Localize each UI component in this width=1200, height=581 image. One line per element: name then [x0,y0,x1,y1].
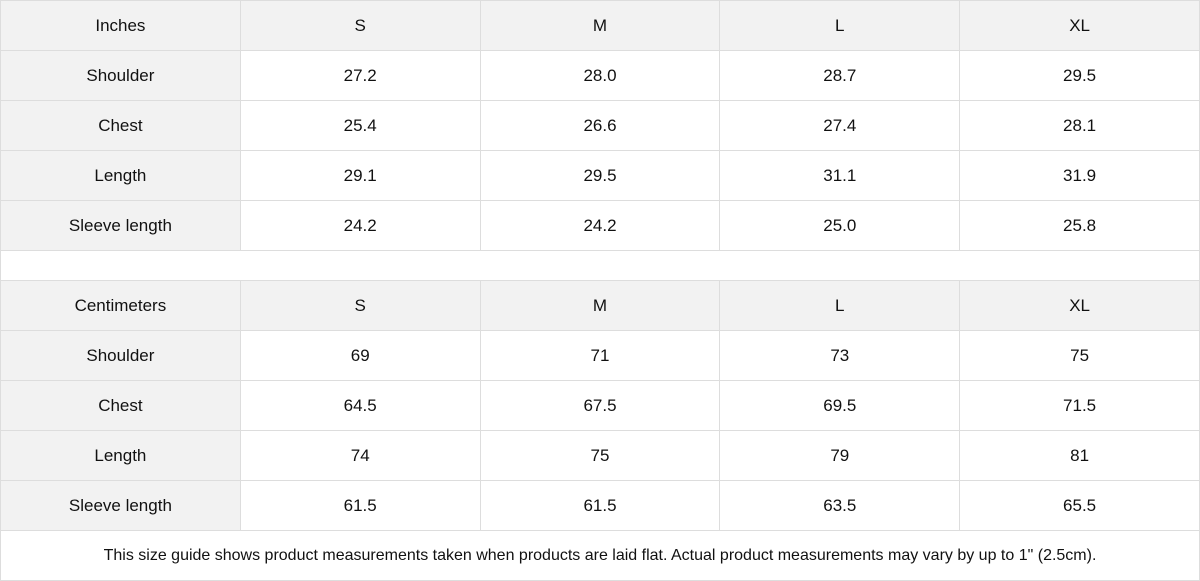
table-spacer [0,251,1200,281]
measurement-value: 29.1 [240,151,481,201]
size-header: S [240,1,481,51]
unit-header: Inches [1,1,241,51]
size-header: S [240,281,481,331]
measurement-value: 61.5 [240,481,481,531]
measurement-label: Shoulder [1,51,241,101]
measurement-value: 25.4 [240,101,481,151]
measurement-value: 69.5 [720,381,961,431]
measurement-value: 27.2 [240,51,481,101]
size-header: XL [960,281,1200,331]
size-header: XL [960,1,1200,51]
measurement-value: 75 [480,431,721,481]
measurement-value: 24.2 [240,201,481,251]
measurement-value: 71 [480,331,721,381]
measurement-label: Sleeve length [1,481,241,531]
measurement-value: 31.9 [960,151,1200,201]
centimeters-table: Centimeters S M L XL Shoulder 69 71 73 75 Chest 64.… [0,281,1200,531]
measurement-value: 75 [960,331,1200,381]
measurement-value: 29.5 [960,51,1200,101]
measurement-value: 63.5 [720,481,961,531]
measurement-value: 31.1 [720,151,961,201]
size-header: L [720,1,961,51]
size-header: M [480,281,721,331]
measurement-value: 69 [240,331,481,381]
measurement-label: Length [1,151,241,201]
measurement-value: 81 [960,431,1200,481]
measurement-value: 26.6 [480,101,721,151]
measurement-value: 79 [720,431,961,481]
footnote: This size guide shows product measuremen… [0,531,1200,581]
measurement-value: 64.5 [240,381,481,431]
measurement-value: 29.5 [480,151,721,201]
measurement-value: 74 [240,431,481,481]
measurement-label: Shoulder [1,331,241,381]
measurement-value: 28.7 [720,51,961,101]
size-header: M [480,1,721,51]
measurement-value: 67.5 [480,381,721,431]
measurement-value: 28.1 [960,101,1200,151]
measurement-value: 71.5 [960,381,1200,431]
measurement-value: 28.0 [480,51,721,101]
measurement-value: 25.0 [720,201,961,251]
measurement-value: 27.4 [720,101,961,151]
measurement-value: 25.8 [960,201,1200,251]
measurement-label: Chest [1,101,241,151]
measurement-value: 73 [720,331,961,381]
unit-header: Centimeters [1,281,241,331]
measurement-label: Sleeve length [1,201,241,251]
measurement-value: 65.5 [960,481,1200,531]
inches-table: Inches S M L XL Shoulder 27.2 28.0 28.7 29.5 Chest… [0,0,1200,251]
measurement-value: 61.5 [480,481,721,531]
measurement-label: Length [1,431,241,481]
measurement-value: 24.2 [480,201,721,251]
measurement-label: Chest [1,381,241,431]
size-header: L [720,281,961,331]
